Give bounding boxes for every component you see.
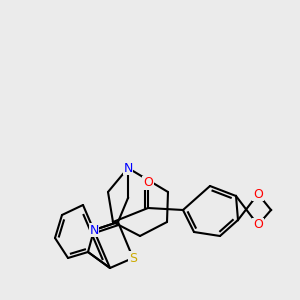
Text: O: O <box>253 188 263 200</box>
Text: O: O <box>253 218 263 232</box>
Text: N: N <box>123 161 133 175</box>
Text: S: S <box>129 251 137 265</box>
Text: N: N <box>89 224 99 236</box>
Text: O: O <box>143 176 153 190</box>
